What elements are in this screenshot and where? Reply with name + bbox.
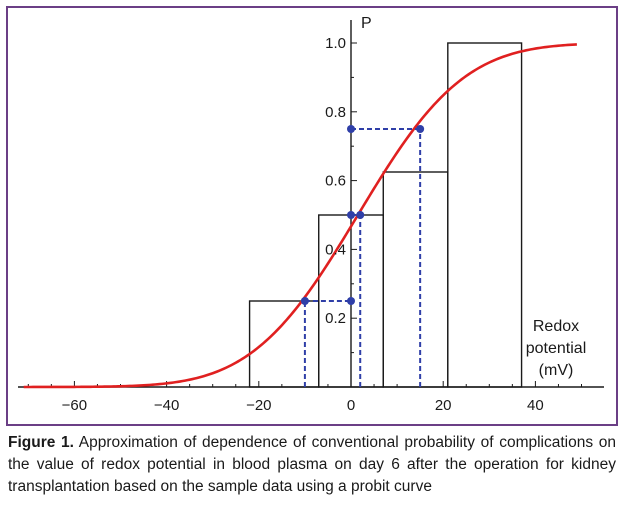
- figure-frame: −60 −40 −20 0 20 40 0.2 0.4 0.6 0.8 1.0 P Redox poten…: [6, 6, 618, 426]
- x-tick-label: 40: [527, 397, 544, 414]
- histogram-bar-4: [447, 42, 523, 388]
- y-axis-title: P: [361, 15, 372, 32]
- y-tick-label: 0.4: [325, 241, 346, 258]
- x-tick-label: 20: [435, 397, 452, 414]
- x-tick-label: 0: [347, 397, 355, 414]
- marker-point: [347, 297, 355, 305]
- x-tick-label: −60: [62, 397, 87, 414]
- figure-caption: Figure 1. Approximation of dependence of…: [8, 432, 616, 498]
- marker-point: [347, 125, 355, 133]
- y-tick-label: 0.2: [325, 310, 346, 327]
- marker-point: [300, 297, 309, 305]
- y-tick-label: 1.0: [325, 35, 346, 52]
- y-tick-label: 0.8: [325, 104, 346, 121]
- x-tick-label: −40: [154, 397, 179, 414]
- probit-curve: [23, 43, 577, 389]
- marker-point: [347, 211, 355, 219]
- probit-chart: −60 −40 −20 0 20 40 0.2 0.4 0.6 0.8 1.0 P Redox poten…: [18, 15, 604, 414]
- histogram-bar-3: [382, 171, 449, 388]
- x-tick-label: −20: [246, 397, 271, 414]
- x-axis-title-line: Redox: [533, 318, 579, 335]
- caption-text: Approximation of dependence of conventio…: [8, 434, 616, 495]
- marker-point: [356, 211, 365, 219]
- caption-label: Figure 1.: [8, 434, 74, 451]
- x-axis-title-line: (mV): [539, 362, 574, 379]
- x-axis-title-line: potential: [526, 340, 587, 357]
- y-tick-label: 0.6: [325, 173, 346, 190]
- histogram-bar-1: [248, 300, 320, 388]
- marker-point: [416, 125, 425, 133]
